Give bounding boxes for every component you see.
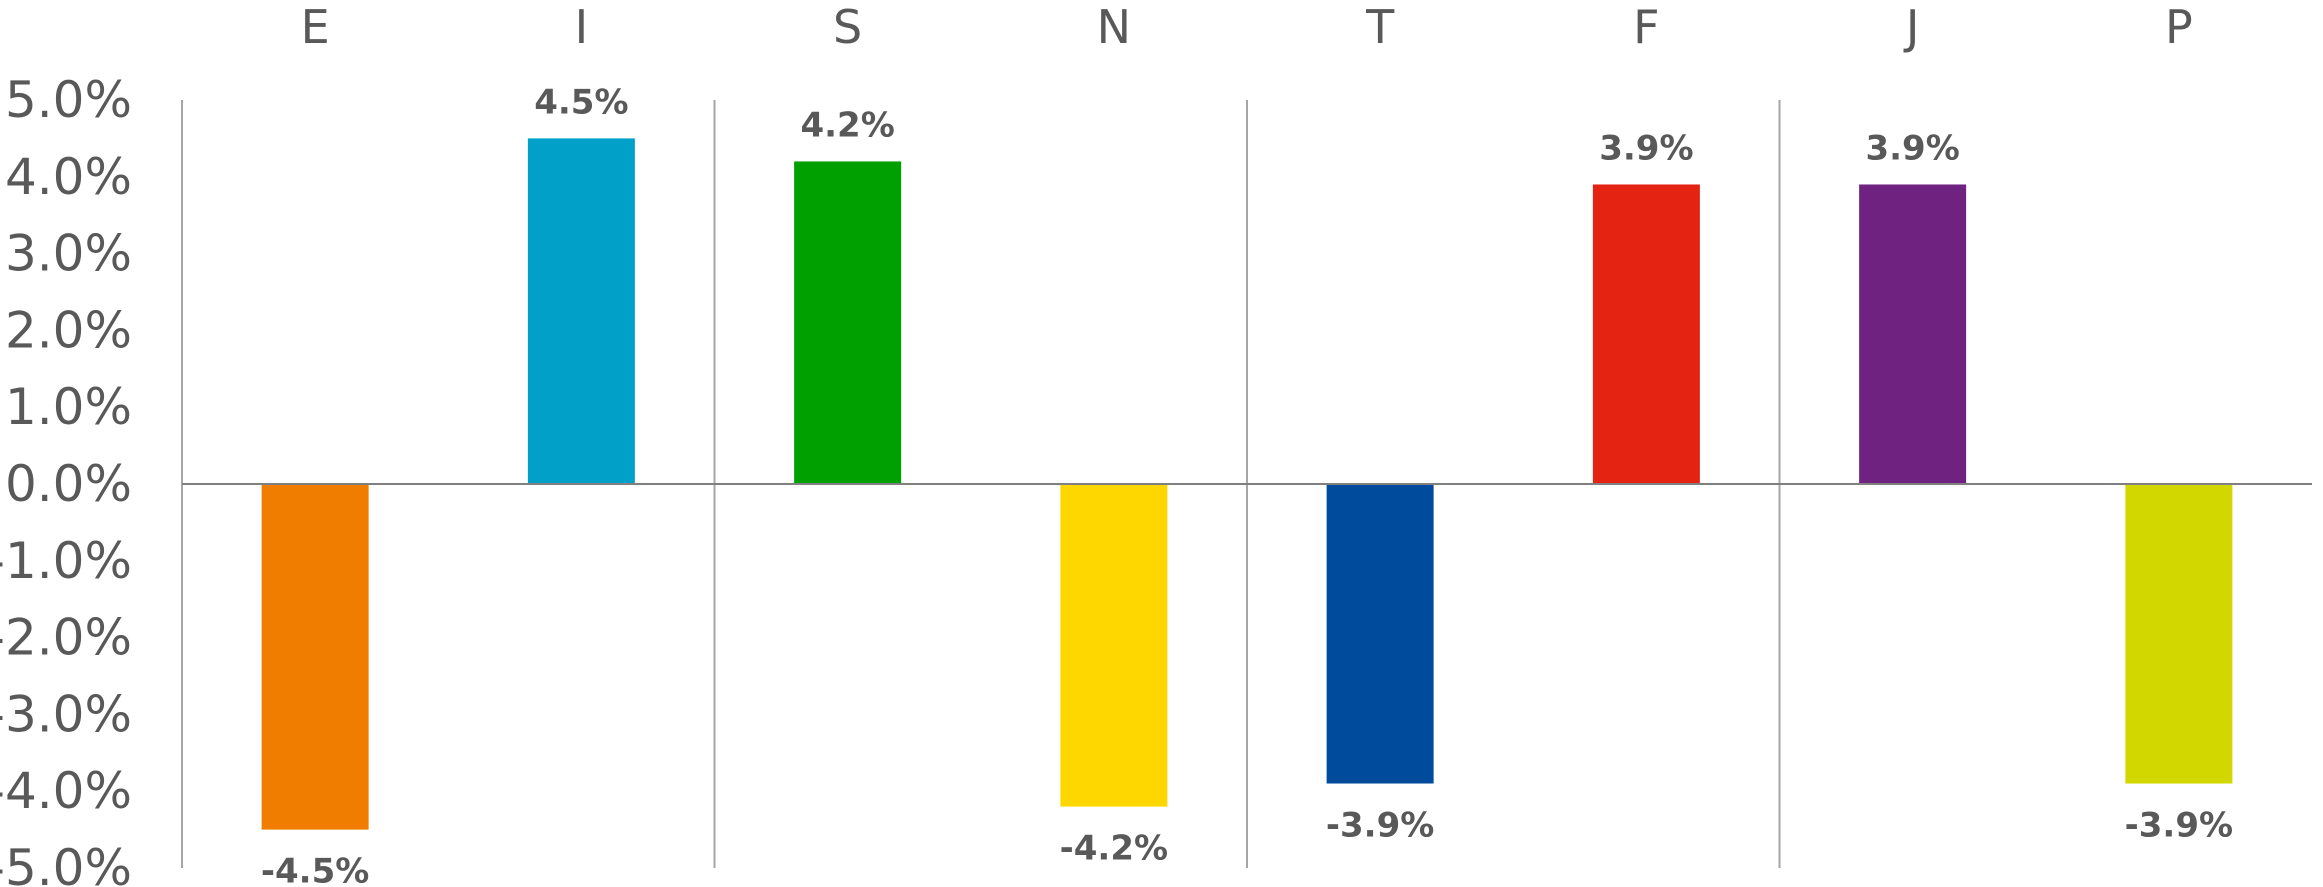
bar-J — [1859, 184, 1967, 485]
bar-I — [527, 138, 635, 484]
y-tick-label: -2.0% — [0, 609, 132, 667]
y-tick-label: -4.0% — [0, 762, 132, 820]
data-label-J: 3.9% — [1865, 128, 1959, 168]
category-label-N: N — [1097, 0, 1131, 54]
data-label-P: -3.9% — [2125, 806, 2233, 846]
category-label-E: E — [301, 0, 330, 54]
data-label-T: -3.9% — [1326, 806, 1434, 846]
bar-S — [794, 161, 902, 484]
category-label-T: T — [1365, 0, 1395, 54]
y-tick-label: -1.0% — [0, 532, 132, 590]
y-tick-label: 2.0% — [5, 301, 132, 359]
y-tick-label: 4.0% — [5, 148, 132, 206]
bar-P — [2125, 484, 2233, 784]
data-label-I: 4.5% — [534, 82, 628, 122]
bar-F — [1592, 184, 1700, 485]
y-axis-tick-labels: 5.0% 4.0% 3.0% 2.0% 1.0% 0.0% -1.0% -2.0% -3.0% -… — [0, 71, 132, 887]
y-tick-label: 5.0% — [5, 71, 132, 129]
y-tick-label: 0.0% — [5, 455, 132, 513]
category-label-P: P — [2165, 0, 2193, 54]
data-label-E: -4.5% — [261, 852, 369, 887]
data-label-N: -4.2% — [1060, 829, 1168, 869]
data-label-F: 3.9% — [1599, 128, 1693, 168]
bar-T — [1326, 484, 1434, 784]
y-tick-label: 3.0% — [5, 225, 132, 283]
category-label-F: F — [1633, 0, 1659, 54]
category-label-I: I — [575, 0, 589, 54]
y-tick-label: -5.0% — [0, 839, 132, 887]
bar-N — [1060, 484, 1168, 807]
category-label-S: S — [833, 0, 862, 54]
data-label-S: 4.2% — [800, 105, 894, 145]
bars — [261, 138, 2233, 830]
category-label-J: J — [1903, 0, 1920, 54]
y-tick-label: 1.0% — [5, 378, 132, 436]
y-tick-label: -3.0% — [0, 685, 132, 743]
data-labels: -4.5% 4.5% 4.2% -4.2% -3.9% 3.9% 3.9% -3.9% — [261, 82, 2233, 887]
bar-E — [261, 484, 369, 830]
